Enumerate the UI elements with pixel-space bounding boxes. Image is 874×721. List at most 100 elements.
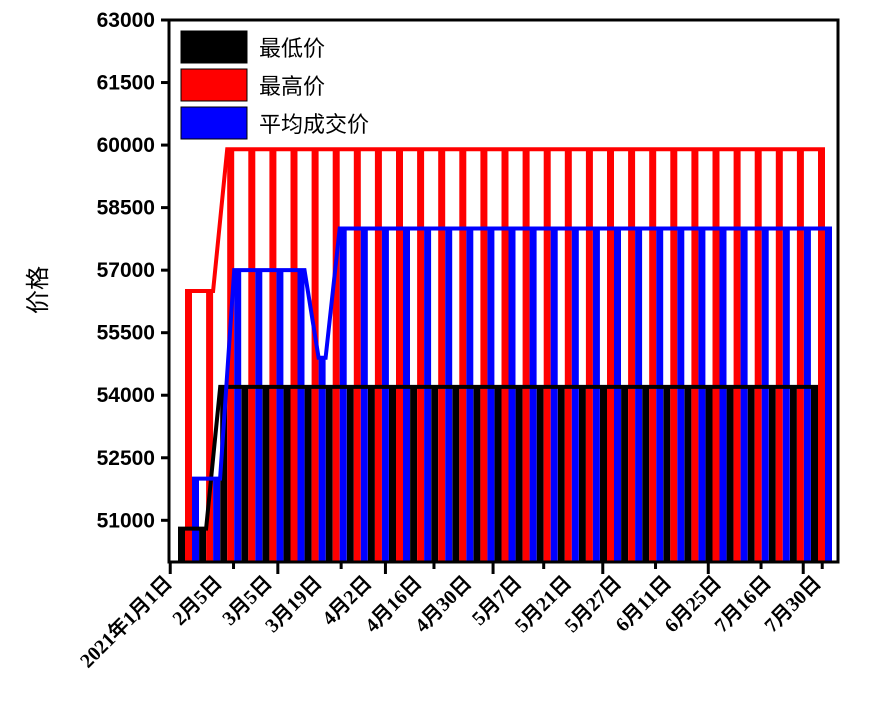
bar-0-17 — [536, 386, 544, 562]
y-tick-label-2: 54000 — [97, 384, 155, 407]
bar-2-23 — [677, 228, 685, 562]
bar-0-20 — [600, 386, 607, 562]
bar-2-21 — [635, 228, 643, 562]
bar-0-13 — [452, 386, 460, 562]
bar-1-22 — [649, 149, 657, 562]
bar-1-29 — [796, 149, 804, 562]
bar-2-27 — [761, 228, 769, 562]
bar-2-9 — [381, 228, 389, 562]
bar-1-17 — [543, 149, 551, 562]
bar-2-13 — [466, 228, 474, 562]
bar-1-15 — [501, 149, 509, 562]
bar-2-11 — [424, 228, 432, 562]
bar-1-5 — [290, 149, 298, 562]
series-line-2 — [192, 226, 832, 481]
bar-1-0 — [185, 291, 192, 562]
bar-1-21 — [628, 149, 636, 562]
bar-2-25 — [719, 228, 727, 562]
bar-1-24 — [691, 149, 699, 562]
y-tick-label-6: 60000 — [97, 134, 155, 157]
bar-2-8 — [360, 228, 368, 562]
bar-2-6 — [318, 357, 326, 562]
bar-2-10 — [403, 228, 410, 562]
bar-2-16 — [529, 228, 537, 562]
bar-0-12 — [431, 386, 439, 562]
bar-0-27 — [747, 386, 755, 562]
bar-1-2 — [227, 149, 235, 562]
bar-0-10 — [389, 386, 396, 562]
y-tick-label-7: 61500 — [97, 72, 155, 95]
x-tick-label-13: 7月30日 — [760, 572, 825, 637]
y-axis-label: 价格 — [24, 266, 52, 314]
bar-2-5 — [297, 270, 305, 562]
bar-0-29 — [789, 386, 797, 562]
bar-1-27 — [754, 149, 762, 562]
bar-1-30 — [818, 149, 825, 562]
bar-1-4 — [269, 149, 277, 562]
bar-1-16 — [522, 149, 530, 562]
bar-2-28 — [782, 228, 790, 562]
bar-0-0 — [178, 528, 185, 562]
bar-2-19 — [592, 228, 600, 562]
bar-2-29 — [803, 228, 811, 562]
bar-0-7 — [325, 386, 333, 562]
bar-2-0 — [192, 478, 199, 562]
bar-1-14 — [480, 149, 488, 562]
bar-1-19 — [585, 149, 593, 562]
bars-layer — [178, 149, 832, 562]
y-tick-label-3: 55500 — [97, 322, 155, 345]
bar-0-11 — [410, 386, 418, 562]
legend-swatch-0 — [180, 30, 248, 64]
bar-1-1 — [206, 291, 214, 562]
series-line-1 — [185, 147, 825, 293]
bar-2-30 — [825, 228, 832, 562]
bar-0-1 — [199, 528, 207, 562]
bar-2-3 — [255, 270, 263, 562]
bar-2-14 — [487, 228, 495, 562]
bar-1-23 — [670, 149, 678, 562]
bar-0-8 — [346, 386, 354, 562]
bar-0-22 — [642, 386, 650, 562]
bar-0-16 — [515, 386, 523, 562]
bar-0-14 — [473, 386, 481, 562]
x-tick-label-1: 2月5日 — [168, 572, 226, 630]
y-tick-label-0: 51000 — [97, 509, 155, 532]
bar-0-28 — [768, 386, 776, 562]
bar-2-2 — [234, 270, 242, 562]
bar-0-6 — [304, 386, 312, 562]
legend-swatch-1 — [180, 68, 248, 102]
bar-0-15 — [494, 386, 502, 562]
bar-1-8 — [353, 149, 361, 562]
bar-1-9 — [374, 149, 382, 562]
lines-layer — [178, 147, 832, 531]
bar-1-25 — [712, 149, 720, 562]
bar-2-7 — [339, 228, 347, 562]
bar-1-11 — [417, 149, 425, 562]
bar-0-2 — [220, 386, 228, 562]
y-tick-label-4: 57000 — [97, 259, 155, 282]
bar-1-3 — [248, 149, 256, 562]
bar-0-25 — [705, 386, 713, 562]
bar-1-10 — [396, 149, 403, 562]
bar-2-22 — [656, 228, 664, 562]
bar-1-26 — [733, 149, 741, 562]
bar-2-18 — [571, 228, 579, 562]
x-tick-label-9: 5月27日 — [561, 572, 626, 637]
bar-0-9 — [367, 386, 375, 562]
legend-label-0: 最低价 — [259, 37, 325, 62]
bar-1-20 — [607, 149, 614, 562]
bar-1-12 — [438, 149, 446, 562]
y-tick-label-8: 63000 — [97, 9, 155, 32]
bar-2-4 — [276, 270, 284, 562]
bar-1-13 — [459, 149, 467, 562]
bar-0-5 — [283, 386, 291, 562]
bar-2-1 — [213, 478, 221, 562]
bar-1-28 — [775, 149, 783, 562]
bar-1-7 — [332, 149, 340, 562]
y-tick-label-1: 52500 — [97, 447, 155, 470]
x-tick-label-0: 2021年1月1日 — [75, 571, 177, 673]
x-tick-label-3: 3月19日 — [261, 572, 326, 637]
bar-2-24 — [698, 228, 706, 562]
